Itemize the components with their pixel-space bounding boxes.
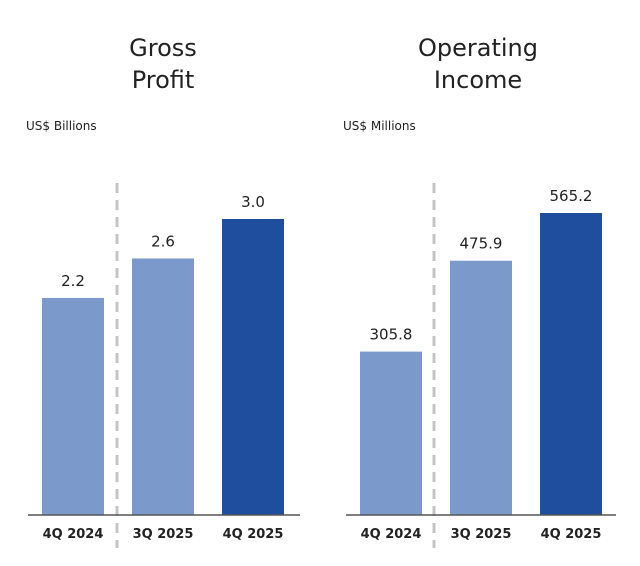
chart2-bar-1 (360, 351, 422, 515)
chart1-x-tick-label-3: 4Q 2025 (223, 527, 284, 542)
chart2-x-tick-label-1: 4Q 2024 (361, 527, 422, 542)
chart2-title-line-1: Operating (418, 34, 538, 62)
chart2-bar-2 (450, 260, 512, 515)
chart1-bar-2 (132, 258, 194, 515)
chart1-x-tick-label-1: 4Q 2024 (43, 527, 104, 542)
chart1-bar-3 (222, 219, 284, 515)
chart1-value-label-3: 3.0 (241, 193, 265, 211)
chart2-value-label-2: 475.9 (460, 235, 503, 253)
chart2-value-label-3: 565.2 (550, 187, 593, 205)
chart1-unit-label: US$ Billions (26, 119, 97, 133)
chart1-x-tick-label-2: 3Q 2025 (133, 527, 194, 542)
chart1-value-label-2: 2.6 (151, 232, 175, 250)
chart2-unit-label: US$ Millions (343, 119, 416, 133)
chart1-value-label-1: 2.2 (61, 272, 85, 290)
chart2-value-label-1: 305.8 (370, 326, 413, 344)
chart2-x-tick-label-3: 4Q 2025 (541, 527, 602, 542)
chart1-bar-1 (42, 297, 104, 515)
chart2-x-tick-label-2: 3Q 2025 (451, 527, 512, 542)
chart1-title-line-2: Profit (132, 66, 195, 94)
chart1-title-line-1: Gross (129, 34, 197, 62)
chart2-bar-3 (540, 213, 602, 515)
chart2-title-line-2: Income (434, 66, 522, 94)
